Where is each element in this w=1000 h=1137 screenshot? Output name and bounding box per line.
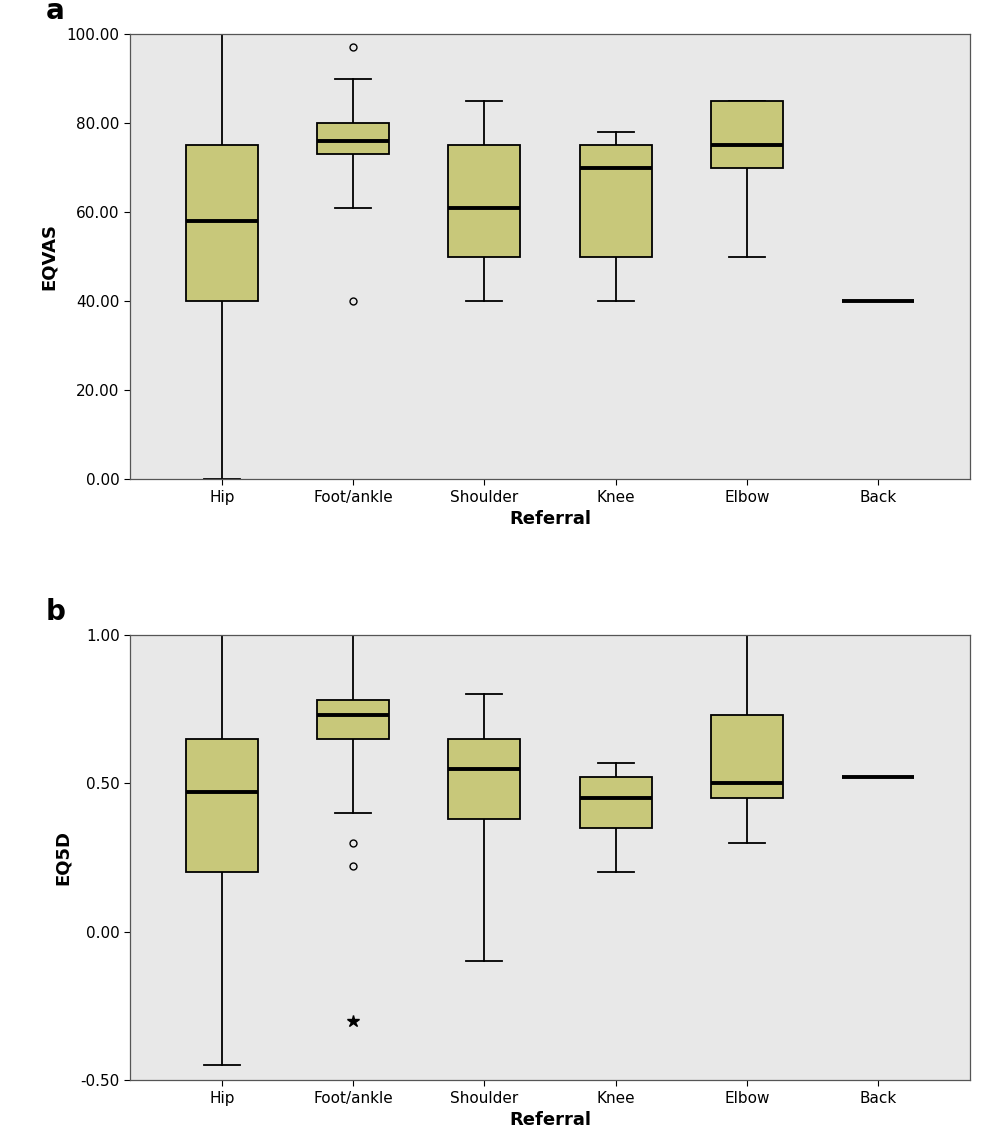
Bar bbox=[317, 700, 389, 739]
Text: a: a bbox=[46, 0, 65, 25]
Bar bbox=[448, 739, 520, 819]
X-axis label: Referral: Referral bbox=[509, 1111, 591, 1129]
Text: b: b bbox=[46, 598, 66, 626]
X-axis label: Referral: Referral bbox=[509, 511, 591, 529]
Bar bbox=[711, 715, 783, 798]
Bar bbox=[186, 146, 258, 301]
Bar bbox=[711, 101, 783, 167]
Y-axis label: EQ5D: EQ5D bbox=[54, 830, 72, 885]
Bar bbox=[580, 146, 652, 257]
Y-axis label: EQVAS: EQVAS bbox=[40, 223, 58, 290]
Bar bbox=[186, 739, 258, 872]
Bar bbox=[580, 778, 652, 828]
Bar bbox=[317, 123, 389, 155]
Bar bbox=[448, 146, 520, 257]
